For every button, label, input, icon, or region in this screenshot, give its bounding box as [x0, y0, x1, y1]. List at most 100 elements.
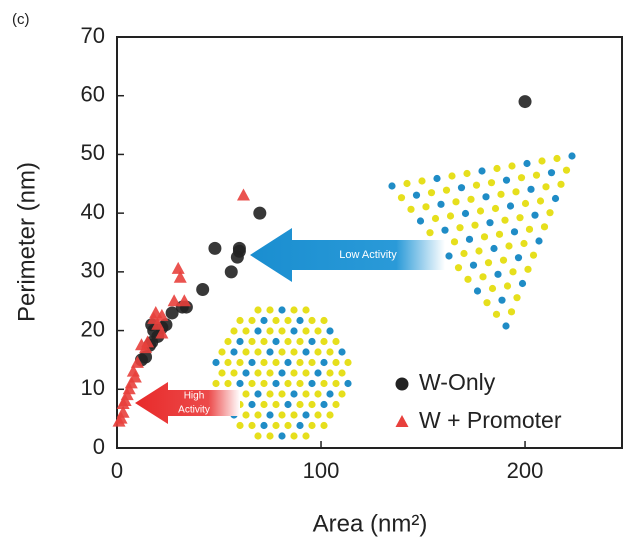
lattice-atom [326, 411, 333, 418]
lattice-atom [332, 401, 339, 408]
lattice-atom [542, 183, 549, 190]
lattice-atom [296, 359, 303, 366]
lattice-atom [398, 194, 405, 201]
x-tick-label: 0 [111, 458, 123, 483]
high-activity-arrow [135, 382, 240, 424]
point [237, 189, 250, 201]
lattice-atom [260, 317, 267, 324]
lattice-atom [511, 228, 518, 235]
lattice-atom [489, 285, 496, 292]
lattice-atom [290, 369, 297, 376]
lattice-atom [308, 338, 315, 345]
point [208, 242, 221, 255]
lattice-atom [524, 266, 531, 273]
lattice-atom [388, 182, 395, 189]
point [166, 306, 179, 319]
legend-marker [396, 378, 409, 391]
page: {"chart_data": {"type": "scatter", "pane… [0, 0, 630, 553]
lattice-atom [463, 170, 470, 177]
lattice-atom [338, 390, 345, 397]
lattice-atom [320, 401, 327, 408]
lattice-atom [260, 401, 267, 408]
lattice-atom [478, 167, 485, 174]
lattice-atom [441, 227, 448, 234]
annotation: Activity [178, 405, 210, 416]
lattice-atom [344, 380, 351, 387]
x-tick-label: 100 [303, 458, 340, 483]
chart: Low Activity High Activity (c) Area (nm²… [0, 0, 630, 548]
lattice-atom [308, 401, 315, 408]
lattice-atom [290, 390, 297, 397]
lattice-atom [494, 271, 501, 278]
lattice-atom [296, 380, 303, 387]
lattice-atom [278, 411, 285, 418]
lattice-atom [242, 327, 249, 334]
lattice-atom [290, 306, 297, 313]
lattice-atom [518, 174, 525, 181]
lattice-atom [492, 205, 499, 212]
lattice-atom [278, 390, 285, 397]
lattice-atom [537, 197, 544, 204]
lattice-atom [512, 188, 519, 195]
lattice-atom [272, 317, 279, 324]
lattice-atom [242, 369, 249, 376]
lattice-atom [242, 348, 249, 355]
lattice-atom [504, 282, 511, 289]
lattice-atom [445, 252, 452, 259]
lattice-atom [254, 306, 261, 313]
lattice-atom [486, 219, 493, 226]
lattice-atom [254, 348, 261, 355]
lattice-atom [248, 317, 255, 324]
lattice-atom [272, 338, 279, 345]
lattice-atom [448, 172, 455, 179]
lattice-atom [272, 401, 279, 408]
lattice-atom [505, 242, 512, 249]
lattice-atom [326, 369, 333, 376]
lattice-atom [248, 359, 255, 366]
lattice-atom [482, 193, 489, 200]
lattice-atom [520, 240, 527, 247]
lattice-atom [458, 184, 465, 191]
lattice-atom [260, 422, 267, 429]
lattice-atom [474, 287, 481, 294]
point [196, 283, 209, 296]
lattice-atom [230, 348, 237, 355]
lattice-atom [224, 380, 231, 387]
annotation: High [184, 391, 205, 402]
lattice-atom [332, 380, 339, 387]
lattice-atom [302, 390, 309, 397]
lattice-atom [418, 177, 425, 184]
lattice-atom [433, 175, 440, 182]
legend-label: W-Only [419, 369, 496, 395]
lattice-atom [272, 380, 279, 387]
lattice-atom [557, 181, 564, 188]
y-tick-label: 30 [81, 258, 105, 283]
lattice-atom [272, 422, 279, 429]
lattice-atom [296, 422, 303, 429]
lattice-atom [479, 273, 486, 280]
lattice-atom [284, 338, 291, 345]
lattice-atom [483, 299, 490, 306]
lattice-atom [320, 359, 327, 366]
lattice-atom [278, 369, 285, 376]
lattice-atom [502, 322, 509, 329]
lattice-atom [302, 369, 309, 376]
lattice-atom [236, 422, 243, 429]
lattice-atom [522, 200, 529, 207]
lattice-atom [456, 224, 463, 231]
lattice-atom [314, 369, 321, 376]
lattice-atom [254, 369, 261, 376]
y-tick-label: 40 [81, 199, 105, 224]
lattice-atom [464, 276, 471, 283]
lattice-atom [266, 306, 273, 313]
lattice-atom [462, 210, 469, 217]
lattice-atom [526, 226, 533, 233]
lattice-atom [236, 359, 243, 366]
legend-label: W + Promoter [419, 407, 562, 433]
lattice-atom [212, 380, 219, 387]
lattice-atom [417, 217, 424, 224]
lattice-atom [523, 160, 530, 167]
lattice-atom [485, 259, 492, 266]
lattice-atom [326, 348, 333, 355]
lattice-atom [338, 348, 345, 355]
